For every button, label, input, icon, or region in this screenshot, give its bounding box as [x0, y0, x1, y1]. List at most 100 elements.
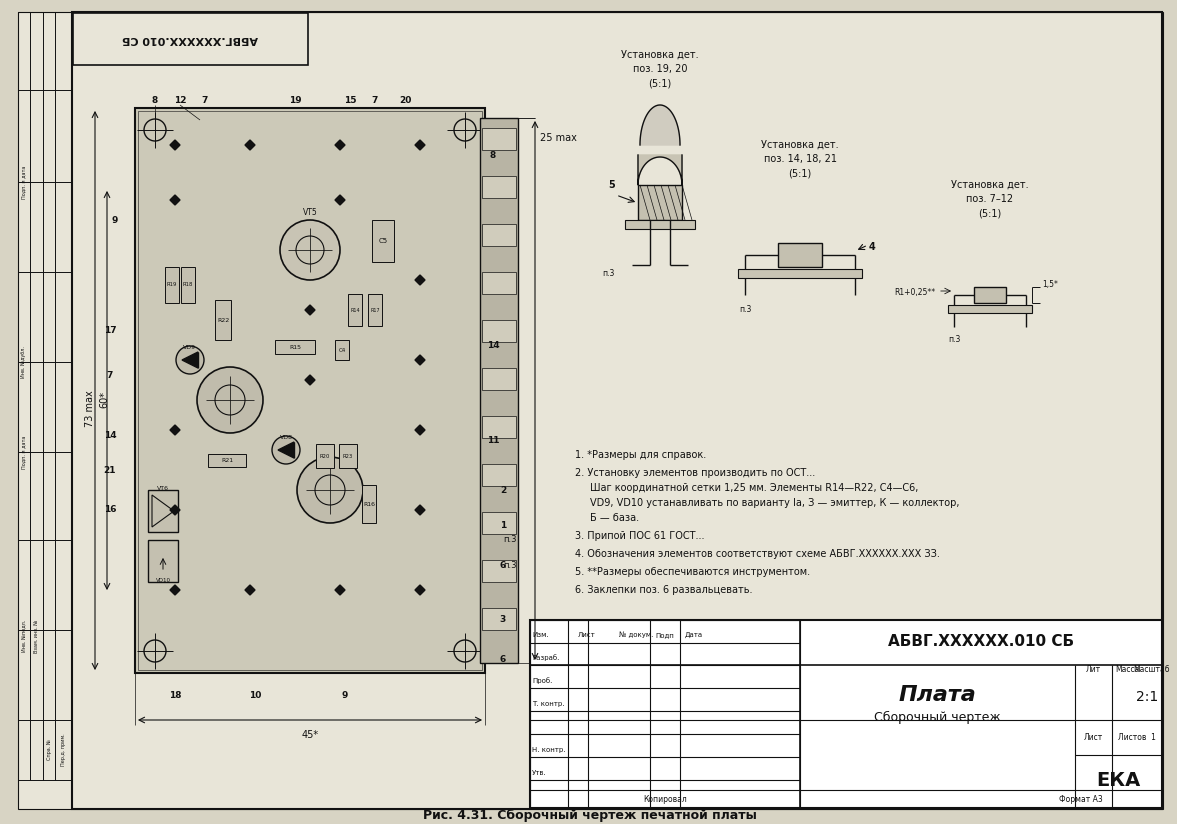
Text: VD9, VD10 устанавливать по варианту Iа, З — эмиттер, К — коллектор,: VD9, VD10 устанавливать по варианту Iа, … [590, 498, 959, 508]
Text: VD8: VD8 [279, 434, 293, 439]
Bar [483, 368, 516, 390]
Polygon shape [169, 585, 180, 595]
Text: Дата: Дата [685, 632, 703, 638]
Text: Масса: Масса [1115, 666, 1139, 675]
Bar [372, 220, 394, 262]
Text: Инв. №подл.: Инв. №подл. [21, 620, 27, 652]
Text: поз. 14, 18, 21: поз. 14, 18, 21 [764, 154, 837, 164]
Text: поз. 19, 20: поз. 19, 20 [633, 64, 687, 74]
Polygon shape [169, 140, 180, 150]
Bar [181, 267, 195, 303]
Bar [483, 608, 516, 630]
Text: (5:1): (5:1) [649, 78, 672, 88]
Bar [135, 108, 485, 673]
Text: Изм.: Изм. [532, 632, 548, 638]
Text: Т. контр.: Т. контр. [532, 701, 565, 707]
Text: 21: 21 [104, 466, 117, 475]
Text: 7: 7 [372, 96, 378, 105]
Polygon shape [245, 585, 255, 595]
Text: 8: 8 [152, 96, 158, 105]
Text: Установка дет.: Установка дет. [951, 180, 1029, 190]
Text: Проб.: Проб. [532, 677, 552, 685]
Text: Копировал: Копировал [643, 794, 687, 803]
Bar [348, 294, 363, 326]
Text: 25 max: 25 max [540, 133, 577, 143]
Bar [339, 444, 357, 468]
Polygon shape [335, 195, 345, 205]
Text: (5:1): (5:1) [789, 168, 812, 178]
Text: 19: 19 [288, 96, 301, 105]
Text: R15: R15 [290, 344, 301, 349]
Text: 10: 10 [248, 691, 261, 700]
Text: VD10: VD10 [155, 578, 171, 583]
Text: 1,5*: 1,5* [1042, 280, 1058, 289]
Text: Сборочный чертеж: Сборочный чертеж [875, 710, 1000, 723]
Polygon shape [169, 195, 180, 205]
Text: АБВГ.XXXXXX.010 СБ: АБВГ.XXXXXX.010 СБ [122, 34, 258, 44]
Text: R18: R18 [182, 283, 193, 288]
Text: 2:1: 2:1 [1136, 690, 1158, 704]
Text: C5: C5 [379, 238, 387, 244]
Bar [483, 464, 516, 486]
Text: R14: R14 [351, 307, 360, 312]
Bar [625, 220, 694, 229]
Polygon shape [278, 442, 294, 458]
Bar [480, 118, 518, 663]
Text: R22: R22 [217, 317, 230, 322]
Circle shape [272, 436, 300, 464]
Polygon shape [415, 275, 425, 285]
Text: 8: 8 [490, 151, 497, 160]
Text: 2: 2 [500, 485, 506, 494]
Text: (5:1): (5:1) [978, 208, 1002, 218]
Text: 6: 6 [500, 656, 506, 664]
Text: Шаг координатной сетки 1,25 мм. Элементы R14—R22, C4—C6,: Шаг координатной сетки 1,25 мм. Элементы… [590, 483, 918, 493]
Text: Разраб.: Разраб. [532, 654, 559, 662]
Text: 11: 11 [487, 436, 499, 444]
Text: Б — база.: Б — база. [590, 513, 639, 523]
Bar [483, 272, 516, 294]
Text: 14: 14 [104, 430, 117, 439]
Text: 7: 7 [201, 96, 208, 105]
Text: Лист: Лист [578, 632, 596, 638]
Bar [483, 224, 516, 246]
Polygon shape [335, 585, 345, 595]
Circle shape [280, 220, 340, 280]
Text: Н. контр.: Н. контр. [532, 747, 565, 753]
Polygon shape [245, 140, 255, 150]
Text: R1+0,25**: R1+0,25** [893, 288, 935, 297]
Bar [947, 305, 1032, 313]
Polygon shape [415, 140, 425, 150]
Text: VT6: VT6 [157, 485, 169, 490]
Bar [975, 287, 1006, 303]
Text: 14: 14 [486, 340, 499, 349]
Bar [483, 176, 516, 198]
Text: R20: R20 [320, 453, 331, 458]
Circle shape [177, 346, 204, 374]
Bar [778, 243, 822, 267]
Bar [315, 444, 334, 468]
Text: п.3: п.3 [603, 269, 616, 278]
Bar [363, 485, 375, 523]
Text: 4. Обозначения элементов соответствуют схеме АБВГ.XXXXXX.XXX ЗЗ.: 4. Обозначения элементов соответствуют с… [576, 549, 940, 559]
Text: 5: 5 [609, 180, 616, 190]
Text: Рис. 4.31. Сборочный чертеж печатной платы: Рис. 4.31. Сборочный чертеж печатной пла… [423, 808, 757, 822]
Text: 17: 17 [104, 325, 117, 335]
Text: VD9: VD9 [184, 344, 197, 349]
Text: п.3: п.3 [504, 560, 517, 569]
Text: Лит: Лит [1086, 666, 1100, 675]
Text: 73 max: 73 max [85, 391, 95, 428]
Polygon shape [415, 425, 425, 435]
Polygon shape [305, 305, 315, 315]
Bar [368, 294, 383, 326]
Text: 6. Заклепки поз. 6 развальцевать.: 6. Заклепки поз. 6 развальцевать. [576, 585, 752, 595]
Text: АБВГ.XXXXXX.010 СБ: АБВГ.XXXXXX.010 СБ [887, 634, 1075, 649]
Polygon shape [638, 155, 681, 185]
Polygon shape [640, 105, 680, 145]
Text: Спра. №: Спра. № [47, 740, 53, 761]
Polygon shape [415, 355, 425, 365]
Text: 2. Установку элементов производить по ОСТ...: 2. Установку элементов производить по ОС… [576, 468, 816, 478]
Text: VT5: VT5 [302, 208, 318, 217]
Text: Утв.: Утв. [532, 770, 547, 776]
Text: п.3: п.3 [739, 305, 751, 314]
Bar [208, 454, 246, 467]
